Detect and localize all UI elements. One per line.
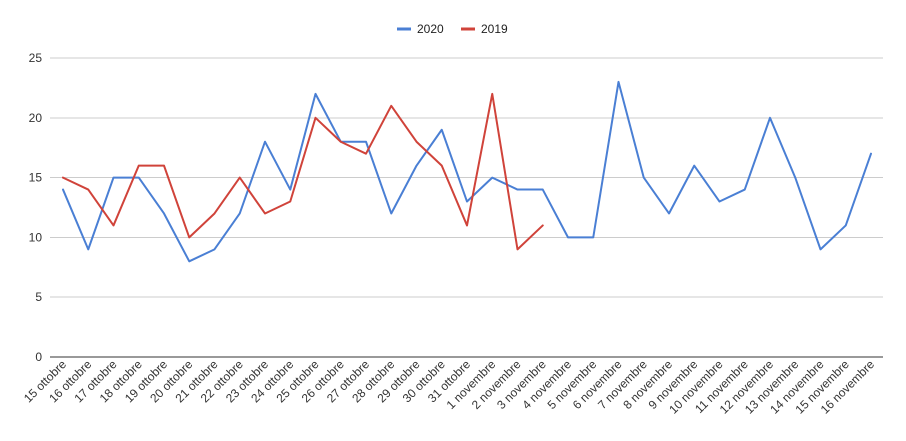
y-tick-label: 25 bbox=[29, 51, 43, 65]
legend-label-2019: 2019 bbox=[481, 22, 508, 36]
legend-label-2020: 2020 bbox=[417, 22, 444, 36]
series-line-2019 bbox=[62, 92, 544, 251]
y-tick-label: 20 bbox=[29, 111, 43, 125]
y-tick-label: 0 bbox=[35, 350, 42, 364]
series-lines bbox=[62, 80, 872, 263]
y-tick-label: 15 bbox=[29, 171, 43, 185]
series-line-2020 bbox=[62, 80, 872, 263]
y-axis: 0 5 10 15 20 25 bbox=[29, 51, 43, 364]
gridlines bbox=[50, 57, 883, 358]
legend: 2020 2019 bbox=[397, 22, 508, 36]
y-tick-label: 10 bbox=[29, 230, 43, 244]
y-tick-label: 5 bbox=[35, 290, 42, 304]
